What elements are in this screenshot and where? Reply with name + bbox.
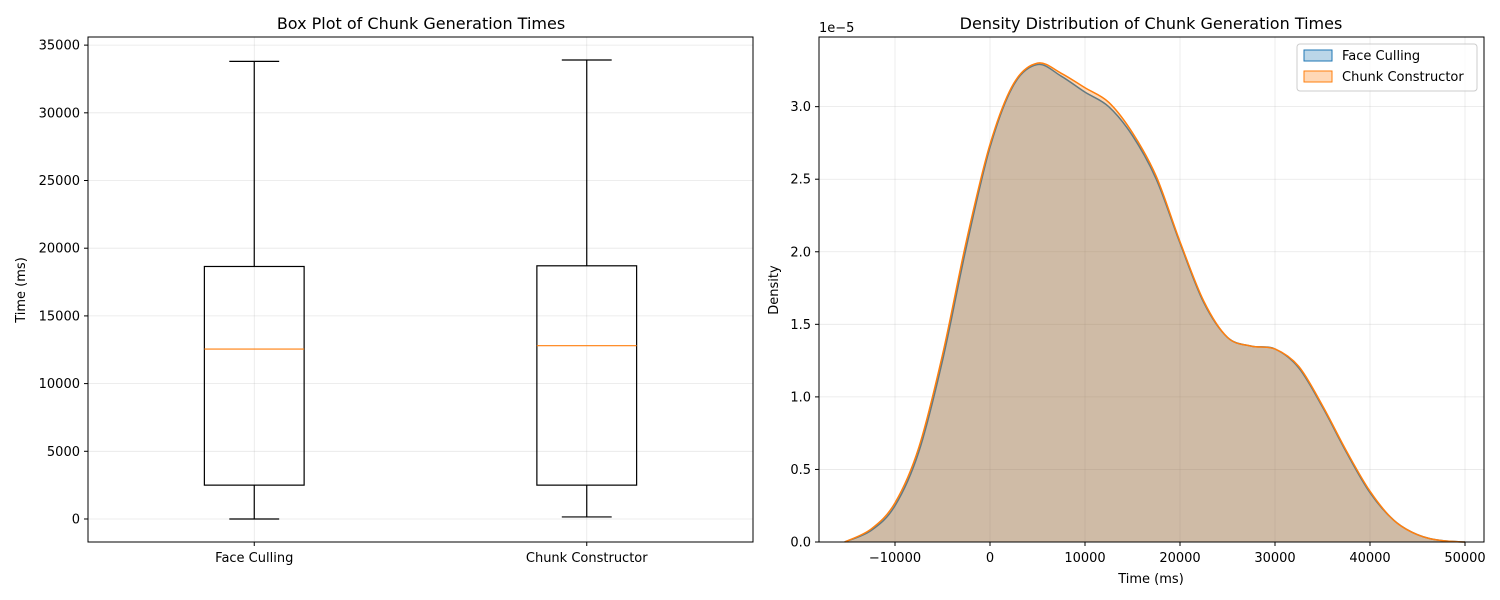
y-tick-label: 0.0 [790,536,811,551]
density-series-chunk-constructor [844,62,1466,543]
density-x-axis-label: Time (ms) [1117,572,1184,587]
box-plot-gridlines [88,37,753,542]
x-tick-label: 0 [986,551,994,566]
y-tick-label: 2.0 [790,245,811,260]
density-y-axis-label: Density [767,265,782,315]
y-tick-label: 15000 [39,309,80,324]
y-tick-label: 2.5 [790,173,811,188]
x-tick-label: 50000 [1444,551,1485,566]
x-tick-label: 20000 [1159,551,1200,566]
x-tick-label: 30000 [1254,551,1295,566]
box-plot-x-ticks: Face Culling Chunk Constructor [215,542,648,566]
density-line-face-culling [844,63,1466,543]
x-tick-label: 10000 [1064,551,1105,566]
y-tick-label: 1.0 [790,390,811,405]
density-x-ticks: −10000 0 10000 20000 30000 40000 50000 [869,542,1486,566]
legend-swatch-face-culling [1303,49,1333,62]
legend-label-face-culling: Face Culling [1342,49,1420,64]
legend-label-chunk-constructor: Chunk Constructor [1342,70,1464,85]
x-tick-label: −10000 [869,551,921,566]
y-tick-label: 0.5 [790,463,811,478]
density-y-ticks: 0.0 0.5 1.0 1.5 2.0 2.5 3.0 [790,100,819,551]
density-fill-chunk-constructor [844,62,1465,543]
box-plot-chart: Box Plot of Chunk Generation Times 0 5000… [14,14,754,566]
density-axes-frame [818,36,1485,543]
legend-swatch-chunk-constructor [1303,70,1333,83]
box-face-culling [203,60,305,520]
y-tick-label: 0 [72,512,80,527]
x-tick-label: Face Culling [215,551,293,566]
box-iqr [203,265,305,486]
y-tick-label: 3.0 [790,100,811,115]
density-series-face-culling [844,63,1466,543]
box-plot-marks [203,59,638,520]
y-tick-label: 35000 [39,39,80,54]
density-line-chunk-constructor [844,62,1466,543]
density-gridlines [819,37,1484,543]
density-title: Density Distribution of Chunk Generation… [960,14,1343,33]
box-plot-y-axis-label: Time (ms) [14,257,29,324]
y-tick-label: 30000 [39,106,80,121]
density-legend: Face Culling Chunk Constructor [1296,43,1478,92]
density-chart: Density Distribution of Chunk Generation… [767,14,1486,587]
x-tick-label: 40000 [1349,551,1390,566]
density-areas [844,62,1466,543]
box-plot-title: Box Plot of Chunk Generation Times [277,14,565,33]
box-plot-axes-frame [87,36,754,543]
y-tick-label: 10000 [39,377,80,392]
box-chunk-constructor [536,59,638,518]
x-tick-label: Chunk Constructor [526,551,648,566]
box-plot-y-ticks: 0 5000 10000 15000 20000 25000 30000 35000 [39,39,88,527]
density-y-scale-label: 1e−5 [819,21,854,36]
y-tick-label: 25000 [39,174,80,189]
y-tick-label: 20000 [39,242,80,257]
legend-frame [1296,43,1478,92]
box-iqr [536,265,638,486]
density-fill-face-culling [844,64,1465,542]
y-tick-label: 1.5 [790,318,811,333]
y-tick-label: 5000 [47,445,80,460]
